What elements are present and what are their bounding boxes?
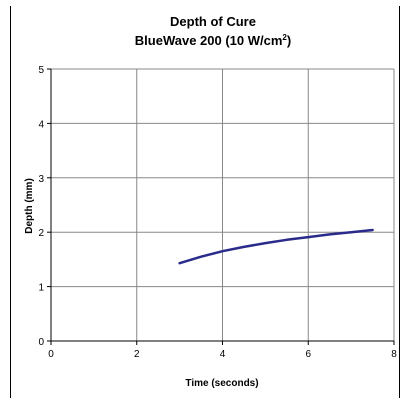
y-tick-label: 1 <box>38 283 44 294</box>
y-tick-label: 0 <box>38 337 44 348</box>
y-tick-label: 2 <box>38 228 44 239</box>
x-tick-label: 6 <box>305 349 311 360</box>
y-tick-label: 5 <box>38 65 44 76</box>
x-tick-label: 0 <box>48 349 54 360</box>
series-layer <box>178 228 374 265</box>
series-line <box>178 228 374 265</box>
y-tick-label: 4 <box>38 119 44 130</box>
x-tick-label: 8 <box>391 349 397 360</box>
chart-subtitle-main: BlueWave 200 (10 W/cm <box>135 33 283 48</box>
x-tick-label: 2 <box>134 349 140 360</box>
chart-title: Depth of Cure <box>170 14 256 29</box>
chart-subtitle: BlueWave 200 (10 W/cm2) <box>135 33 291 48</box>
grid-lines <box>51 68 395 341</box>
y-axis-label: Depth (mm) <box>24 178 35 234</box>
chart-subtitle-end: ) <box>287 33 291 48</box>
chart-subtitle-sup: 2 <box>282 33 287 42</box>
x-tick-label: 4 <box>220 349 226 360</box>
axes <box>47 68 395 345</box>
x-axis-label: Time (seconds) <box>185 378 258 389</box>
y-tick-label: 3 <box>38 174 44 185</box>
tick-labels: 0 1 2 3 4 5 0 2 4 6 8 <box>38 65 397 360</box>
